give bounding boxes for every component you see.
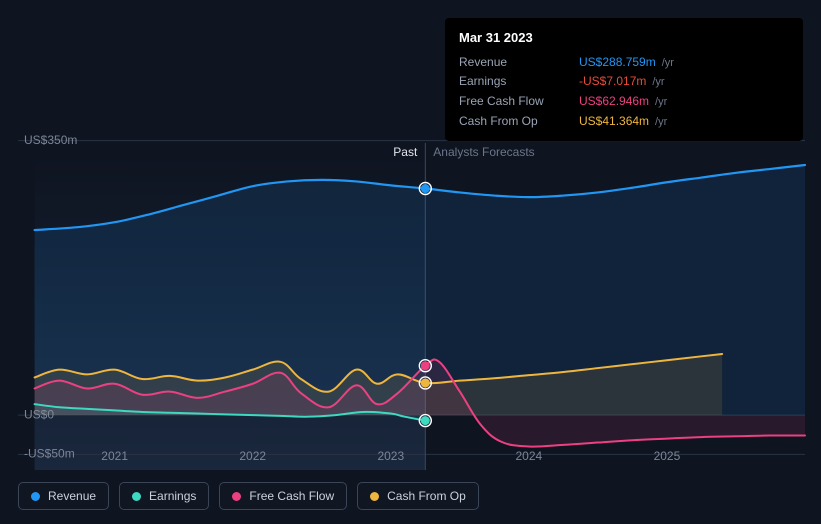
tooltip-value: US$62.946m [579, 92, 649, 111]
y-axis-label: US$350m [24, 133, 77, 147]
chart-legend: Revenue Earnings Free Cash Flow Cash From O… [18, 482, 479, 510]
marker-dot-revenue [421, 184, 430, 193]
legend-label: Revenue [48, 489, 96, 503]
financial-chart: US$350mUS$0-US$50m20212022202320242025Pa… [0, 0, 821, 524]
legend-label: Earnings [149, 489, 196, 503]
marker-dot-earnings [421, 416, 430, 425]
tooltip-row: Cash From OpUS$41.364m/yr [459, 112, 789, 132]
tooltip-suffix: /yr [655, 94, 667, 112]
legend-item-revenue[interactable]: Revenue [18, 482, 109, 510]
tooltip-value: -US$7.017m [579, 72, 646, 91]
past-label: Past [393, 145, 418, 159]
tooltip-rows: RevenueUS$288.759m/yrEarnings-US$7.017m/… [459, 53, 789, 131]
tooltip-key: Revenue [459, 53, 579, 72]
tooltip-suffix: /yr [655, 114, 667, 132]
x-axis-label: 2022 [239, 449, 266, 463]
x-axis-label: 2025 [654, 449, 681, 463]
tooltip-value: US$288.759m [579, 53, 656, 72]
legend-label: Free Cash Flow [249, 489, 334, 503]
tooltip-row: Earnings-US$7.017m/yr [459, 72, 789, 92]
tooltip-row: RevenueUS$288.759m/yr [459, 53, 789, 73]
y-axis-label: -US$50m [24, 446, 75, 460]
marker-dot-cash_from_op [421, 378, 430, 387]
legend-item-cash_from_op[interactable]: Cash From Op [357, 482, 479, 510]
tooltip-key: Free Cash Flow [459, 92, 579, 111]
legend-item-earnings[interactable]: Earnings [119, 482, 209, 510]
tooltip-value: US$41.364m [579, 112, 649, 131]
tooltip-date: Mar 31 2023 [459, 28, 789, 49]
legend-dot-icon [232, 492, 241, 501]
x-axis-label: 2023 [377, 449, 404, 463]
forecast-label: Analysts Forecasts [433, 145, 534, 159]
x-axis-label: 2024 [516, 449, 543, 463]
legend-label: Cash From Op [387, 489, 466, 503]
tooltip-key: Cash From Op [459, 112, 579, 131]
tooltip-key: Earnings [459, 72, 579, 91]
legend-dot-icon [31, 492, 40, 501]
x-axis-label: 2021 [101, 449, 128, 463]
legend-dot-icon [370, 492, 379, 501]
tooltip-suffix: /yr [662, 55, 674, 73]
legend-item-free_cash_flow[interactable]: Free Cash Flow [219, 482, 347, 510]
marker-dot-free_cash_flow [421, 361, 430, 370]
tooltip-row: Free Cash FlowUS$62.946m/yr [459, 92, 789, 112]
tooltip-suffix: /yr [652, 74, 664, 92]
legend-dot-icon [132, 492, 141, 501]
chart-tooltip: Mar 31 2023 RevenueUS$288.759m/yrEarning… [445, 18, 803, 141]
